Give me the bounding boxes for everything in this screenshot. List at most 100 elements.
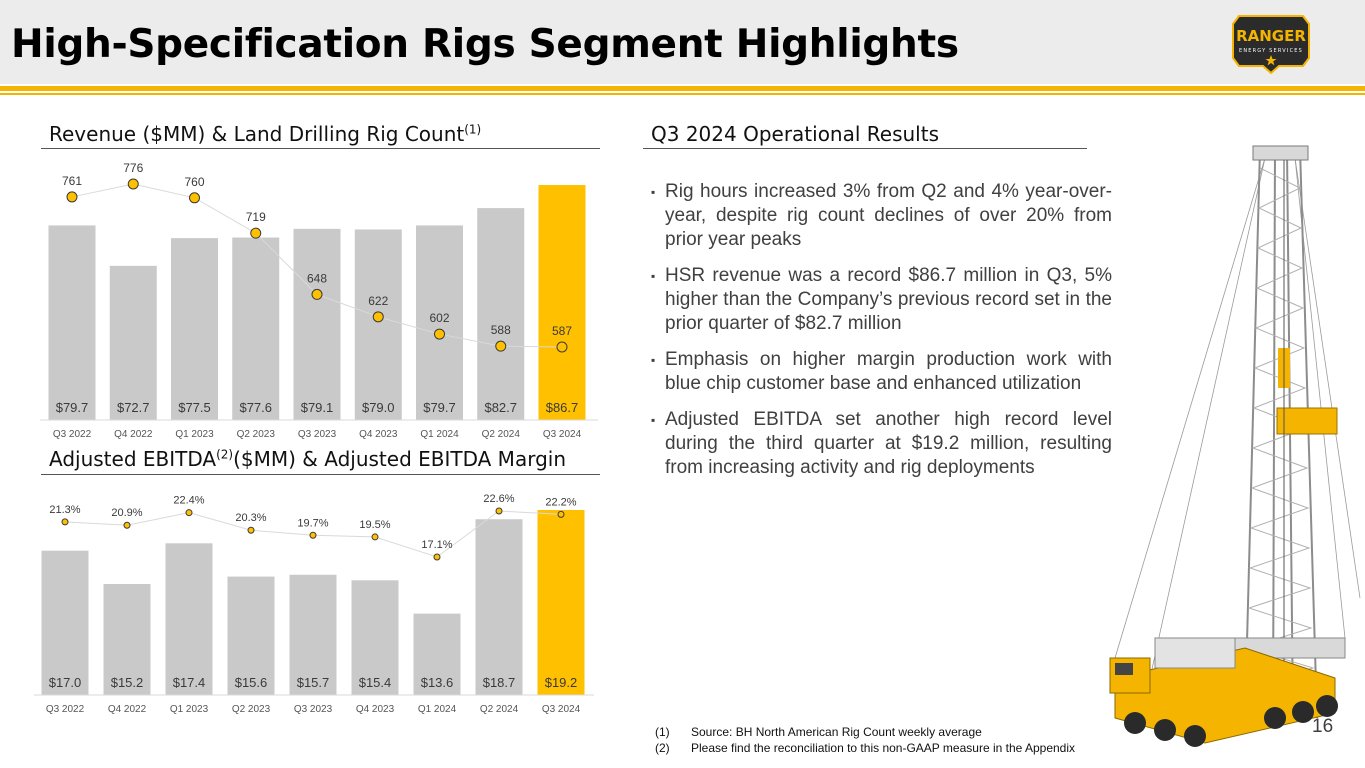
bar	[109, 265, 157, 420]
bullet-square-icon: ▪	[651, 185, 656, 199]
bar	[354, 229, 402, 420]
line-marker	[250, 227, 262, 239]
line-marker	[247, 526, 255, 534]
category-tick-label: Q3 2022	[46, 704, 85, 715]
ops-bullet: ▪ HSR revenue was a record $86.7 million …	[651, 264, 1112, 336]
rig-crown-block	[1252, 145, 1309, 161]
bar-value-label: $17.4	[173, 675, 206, 690]
bar	[537, 510, 585, 695]
bar	[48, 225, 96, 420]
bar-value-label: $15.7	[297, 675, 330, 690]
line-value-label: 719	[246, 210, 266, 224]
bar-value-label: $82.7	[484, 400, 517, 415]
footnote-2: (2) Please find the reconciliation to thi…	[655, 740, 1075, 756]
line-marker	[556, 341, 568, 353]
category-tick-label: Q2 2023	[237, 429, 276, 440]
bar	[351, 580, 399, 695]
bar	[413, 613, 461, 695]
bar-value-label: $77.6	[239, 400, 272, 415]
category-tick-label: Q3 2023	[294, 704, 333, 715]
bullet-square-icon: ▪	[651, 413, 656, 427]
bar	[475, 519, 523, 695]
logo-badge-shape	[1232, 15, 1310, 74]
line-value-label: 622	[368, 294, 388, 308]
line-marker	[372, 311, 384, 323]
accent-stripe-thin	[0, 93, 1365, 95]
line-marker	[311, 288, 323, 300]
logo-star-icon	[1265, 55, 1277, 66]
bar-value-label: $15.2	[111, 675, 144, 690]
ebitda-chart: $17.0 $15.2 $17.4 $15.6 $15.7 $15.4 $13.6 $18.7…	[34, 493, 594, 715]
line-marker	[127, 178, 139, 190]
ebitda-section-title: Adjusted EBITDA(2)($MM) & Adjusted EBITD…	[49, 447, 566, 471]
bullet-square-icon: ▪	[651, 269, 656, 283]
bar-value-label: $17.0	[49, 675, 82, 690]
category-tick-label: Q4 2022	[114, 429, 153, 440]
page-number: 16	[1312, 716, 1334, 737]
line-value-label: 22.2%	[545, 496, 576, 508]
line-marker	[66, 191, 78, 203]
category-tick-label: Q1 2023	[175, 429, 214, 440]
drilling-rig-illustration	[1109, 145, 1361, 747]
rig-engine-deck	[1154, 637, 1236, 669]
line-marker	[433, 553, 441, 561]
category-tick-label: Q2 2024	[482, 429, 521, 440]
line-value-label: 776	[123, 161, 143, 175]
line-marker	[123, 521, 131, 529]
bar-value-label: $72.7	[117, 400, 150, 415]
bar-value-label: $15.6	[235, 675, 268, 690]
category-tick-label: Q1 2024	[418, 704, 457, 715]
bar-value-label: $79.1	[301, 400, 334, 415]
bar-value-label: $79.7	[423, 400, 456, 415]
line-value-label: 761	[62, 174, 82, 188]
ops-bullet: ▪ Rig hours increased 3% from Q2 and 4% y…	[651, 180, 1112, 252]
footnote-number: (2)	[655, 741, 670, 755]
bar-value-label: $18.7	[483, 675, 516, 690]
bar	[103, 584, 151, 695]
line-marker	[557, 510, 565, 518]
ops-title-rule	[643, 148, 1087, 149]
ops-bullet: ▪ Emphasis on higher margin production wo…	[651, 348, 1112, 396]
footnote-number: (1)	[655, 725, 670, 739]
category-tick-label: Q4 2022	[108, 704, 147, 715]
ops-bullet-text: Emphasis on higher margin production wor…	[665, 349, 1112, 394]
ebitda-footnote-ref: (2)	[216, 447, 234, 462]
category-tick-label: Q2 2024	[480, 704, 519, 715]
line-value-label: 648	[307, 271, 327, 285]
bar	[232, 237, 280, 420]
line-value-label: 19.7%	[297, 517, 328, 529]
bar	[171, 238, 218, 420]
ops-bullet-text: Rig hours increased 3% from Q2 and 4% ye…	[665, 181, 1112, 250]
line-value-label: 22.6%	[483, 493, 514, 505]
bar	[416, 225, 463, 420]
bar	[293, 228, 341, 420]
line-marker	[309, 531, 317, 539]
line-marker	[434, 328, 445, 340]
category-tick-label: Q3 2022	[53, 429, 92, 440]
line-value-label: 22.4%	[173, 495, 204, 507]
line-value-label: 587	[552, 324, 572, 338]
bar	[165, 543, 213, 695]
line-marker	[185, 509, 193, 517]
line-marker	[61, 518, 69, 526]
category-tick-label: Q4 2023	[356, 704, 395, 715]
category-tick-label: Q1 2023	[170, 704, 209, 715]
line-value-label: 588	[491, 323, 511, 337]
bar	[538, 185, 586, 420]
ebitda-title-text: Adjusted EBITDA	[49, 447, 217, 471]
revenue-footnote-ref: (1)	[464, 122, 482, 137]
category-tick-label: Q1 2024	[420, 429, 459, 440]
bar-value-label: $15.4	[359, 675, 392, 690]
ops-bullet-text: HSR revenue was a record $86.7 million i…	[665, 265, 1112, 334]
rig-wheels	[1124, 695, 1338, 747]
line-value-label: 21.3%	[49, 504, 80, 516]
footnotes: (1) Source: BH North American Rig Count w…	[655, 724, 1075, 756]
accent-stripe	[0, 86, 1365, 91]
line-value-label: 20.3%	[235, 512, 266, 524]
bar	[41, 550, 89, 695]
footnote-text: Please find the reconciliation to this n…	[691, 741, 1076, 755]
bar	[477, 208, 525, 420]
logo-name-text: RANGER	[1236, 27, 1306, 45]
category-tick-label: Q4 2023	[359, 429, 398, 440]
ops-section-title: Q3 2024 Operational Results	[651, 122, 939, 146]
